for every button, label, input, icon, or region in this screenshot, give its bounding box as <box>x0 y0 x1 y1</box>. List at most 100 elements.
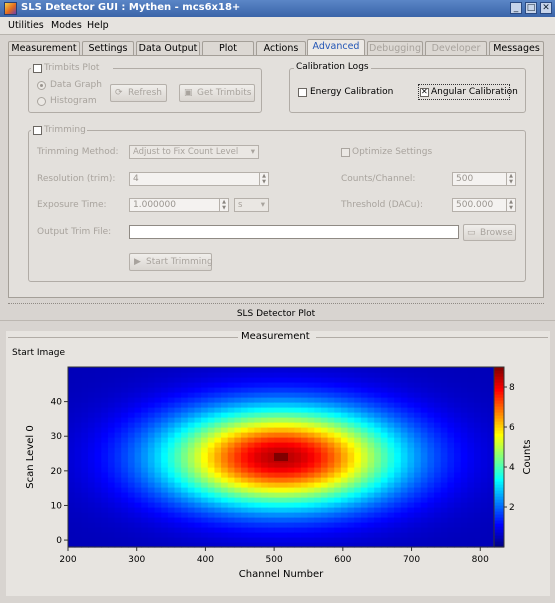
start-trimming-button[interactable]: ▶ Start Trimming <box>129 253 213 271</box>
heatmap-cell <box>267 377 275 383</box>
heatmap-cell <box>87 392 96 398</box>
heatmap-cell <box>201 407 209 413</box>
heatmap-cell <box>141 407 149 413</box>
menu-utilities[interactable]: Utilities <box>8 20 44 31</box>
tab-data-output[interactable]: Data Output <box>136 41 200 55</box>
heatmap-cell <box>74 502 82 508</box>
heatmap-cell <box>234 522 242 528</box>
heatmap-cell <box>181 442 189 448</box>
heatmap-cell <box>307 472 315 478</box>
heatmap-cell <box>261 487 269 493</box>
colorbar-segment <box>494 376 504 380</box>
heatmap-cell <box>154 482 162 488</box>
counts-channel-spinbox[interactable]: 500 ▲ ▼ <box>452 172 516 186</box>
energy-calibration-checkbox[interactable] <box>298 88 307 97</box>
heatmap-cell <box>101 487 109 493</box>
heatmap-cell <box>154 537 162 543</box>
menu-help[interactable]: Help <box>87 20 109 31</box>
heatmap-cell <box>447 462 455 468</box>
heatmap-cell <box>254 387 262 393</box>
trimming-checkbox[interactable] <box>33 126 42 135</box>
heatmap-cell <box>81 527 89 533</box>
heatmap-cell <box>414 422 422 428</box>
exposure-time-spinbox[interactable]: 1.000000 ▲ ▼ <box>129 198 229 212</box>
angular-calibration-checkbox[interactable] <box>420 87 429 97</box>
output-trim-file-input[interactable] <box>129 225 459 239</box>
heatmap-cell <box>81 467 89 473</box>
close-icon[interactable]: ✕ <box>540 2 552 14</box>
heatmap-cell <box>134 447 142 453</box>
data-graph-radio[interactable] <box>37 81 46 90</box>
heatmap-cell <box>187 492 196 498</box>
resolution-spinbox[interactable]: 4 ▲ ▼ <box>129 172 269 186</box>
heatmap-cell <box>447 537 455 543</box>
heatmap-cell <box>354 532 362 538</box>
trimming-method-combo[interactable]: Adjust to Fix Count Level ▾ <box>129 145 259 159</box>
spin-arrows-icon[interactable]: ▲ ▼ <box>259 173 268 185</box>
heatmap-cell <box>241 472 249 478</box>
heatmap-cell <box>201 487 209 493</box>
tab-measurement[interactable]: Measurement <box>8 41 80 55</box>
tab-actions[interactable]: Actions <box>256 41 306 55</box>
tab-messages[interactable]: Messages <box>489 41 544 55</box>
trimming-title: Trimming <box>44 125 86 135</box>
heatmap-cell <box>300 372 309 378</box>
heatmap-cell <box>307 477 315 483</box>
spin-arrows-icon[interactable]: ▲ ▼ <box>506 199 515 211</box>
trimbits-plot-checkbox[interactable] <box>33 64 42 73</box>
threshold-spinbox[interactable]: 500.000 ▲ ▼ <box>452 198 516 212</box>
heatmap-cell <box>127 402 136 408</box>
heatmap-cell <box>147 512 156 518</box>
menu-modes[interactable]: Modes <box>51 20 82 31</box>
heatmap-cell <box>287 417 295 423</box>
exposure-unit-combo[interactable]: s ▾ <box>234 198 269 212</box>
heatmap-cell <box>74 372 82 378</box>
heatmap-cell <box>454 492 462 498</box>
tab-settings[interactable]: Settings <box>82 41 134 55</box>
heatmap-cell <box>247 482 255 488</box>
heatmap-cell <box>360 492 369 498</box>
heatmap-cell <box>360 382 369 388</box>
histogram-radio[interactable] <box>37 97 46 106</box>
heatmap-cell <box>414 502 422 508</box>
heatmap-cell <box>440 367 449 373</box>
tab-plot[interactable]: Plot <box>202 41 254 55</box>
refresh-button[interactable]: ⟳ Refresh <box>110 84 167 102</box>
heatmap-cell <box>167 437 176 443</box>
heatmap-cell <box>114 542 122 548</box>
colorbar-segment <box>494 409 504 413</box>
heatmap-cell <box>274 387 282 393</box>
heatmap-cell <box>81 427 89 433</box>
heatmap-cell <box>68 387 76 393</box>
heatmap-cell <box>294 427 302 433</box>
heatmap-cell <box>147 487 156 493</box>
heatmap-cell <box>214 457 222 463</box>
heatmap-cell <box>354 477 362 483</box>
heatmap-cell <box>207 507 216 513</box>
spin-arrows-icon[interactable]: ▲ ▼ <box>219 199 228 211</box>
heatmap-cell <box>74 427 82 433</box>
splitter-handle[interactable] <box>8 303 544 305</box>
heatmap-cell <box>327 522 335 528</box>
heatmap-cell <box>374 397 382 403</box>
heatmap-cell <box>154 427 162 433</box>
colorbar-segment <box>494 535 504 539</box>
optimize-settings-checkbox[interactable] <box>341 148 350 157</box>
spin-arrows-icon[interactable]: ▲ ▼ <box>506 173 515 185</box>
heatmap-cell <box>214 472 222 478</box>
maximize-icon[interactable]: □ <box>525 2 537 14</box>
heatmap-cell <box>101 432 109 438</box>
heatmap-cell <box>107 392 116 398</box>
get-trimbits-button[interactable]: ▣ Get Trimbits <box>179 84 255 102</box>
heatmap-cell <box>107 412 116 418</box>
heatmap-cell <box>281 432 289 438</box>
browse-button[interactable]: ▭ Browse <box>463 224 516 241</box>
minimize-icon[interactable]: _ <box>510 2 522 14</box>
heatmap-cell <box>181 437 189 443</box>
heatmap-cell <box>274 477 282 483</box>
heatmap-cell <box>447 532 455 538</box>
heatmap-cell <box>174 497 182 503</box>
heatmap-cell <box>440 447 449 453</box>
tab-advanced[interactable]: Advanced <box>307 39 365 56</box>
heatmap-cell <box>81 492 89 498</box>
